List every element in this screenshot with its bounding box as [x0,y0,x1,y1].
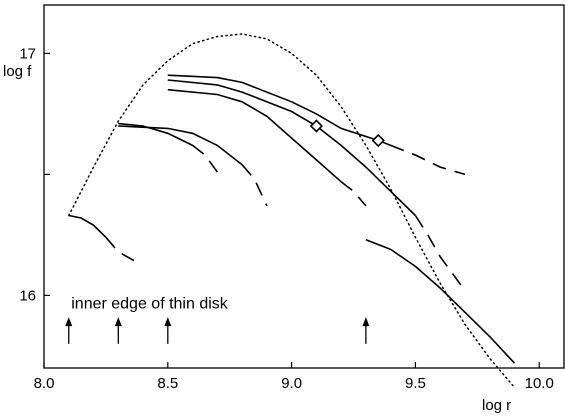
series-2-solid-segment [118,125,243,166]
diamond-marker-0 [309,119,324,133]
series-3-solid-segment [167,88,342,183]
x-tick-label-4: 10.0 [525,375,554,392]
x-tick-label-0: 8.0 [34,375,55,392]
arrow-3 [362,317,370,344]
y-tick-label-2: 17 [19,45,36,62]
markers-group [309,119,385,148]
x-tick-label-2: 9.0 [281,375,302,392]
x-tick-label-3: 9.5 [405,375,426,392]
envelope-curve [68,33,516,389]
x-tick-label-1: 8.5 [157,375,178,392]
series-0-solid-segment [68,214,107,238]
series-1-solid-segment [118,122,193,147]
series-4-dashed-segment [414,215,466,292]
series-5-dashed-segment [390,144,466,176]
y-axis-label: log f [3,63,32,80]
x-axis-label: log r [482,397,511,414]
arrow-1 [114,317,122,344]
annotation-inner-edge: inner edge of thin disk [71,296,229,313]
series-2-dashed-segment [241,164,268,207]
series-6-solid-segment [365,238,516,364]
series-group [68,74,516,364]
arrows-group [65,317,370,344]
series-5-solid-segment [167,74,391,147]
series-3-dashed-segment [340,181,367,207]
y-tick-label-0: 16 [19,287,36,304]
diamond-marker-1 [371,133,385,148]
series-0-dashed-segment [105,236,136,263]
ticks: 8.0 8.5 9.0 9.5 10.0 16 17 [19,45,554,392]
arrow-0 [65,317,73,344]
series-4-solid-segment [167,79,416,217]
series-1-dashed-segment [192,144,218,173]
envelope-group [68,33,516,389]
plot-frame [43,4,565,369]
arrow-2 [164,317,172,344]
